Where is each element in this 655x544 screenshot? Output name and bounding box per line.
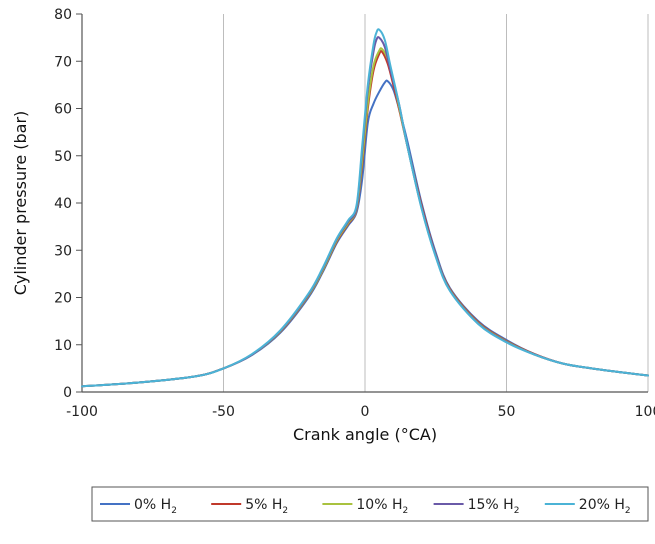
x-tick-label: 0 xyxy=(361,404,370,420)
tick-labels: -100 -50 0 50 100 0 10 20 30 40 50 60 70 80 xyxy=(54,7,655,420)
x-tick-label: 50 xyxy=(498,404,516,420)
legend-label-subscript: 2 xyxy=(171,506,177,516)
data-series xyxy=(81,28,649,388)
legend-label-text: 5% H xyxy=(245,497,282,513)
y-tick-label: 30 xyxy=(54,243,72,259)
legend-label-0: 0% H2 xyxy=(134,497,177,516)
y-tick-label: 80 xyxy=(54,7,72,23)
grid-lines xyxy=(223,14,649,392)
y-tick-label: 0 xyxy=(63,385,72,401)
y-tick-label: 50 xyxy=(54,149,72,165)
legend-label-subscript: 2 xyxy=(282,506,288,516)
x-tick-label: -50 xyxy=(212,404,235,420)
series-line-4 xyxy=(81,28,649,388)
legend-label-subscript: 2 xyxy=(514,506,520,516)
x-tick-label: 100 xyxy=(635,404,655,420)
y-tick-label: 70 xyxy=(54,54,72,70)
legend-label-subscript: 2 xyxy=(625,506,631,516)
legend-label-text: 10% H xyxy=(356,497,402,513)
legend-label-text: 0% H xyxy=(134,497,171,513)
x-tick-label: -100 xyxy=(66,404,98,420)
y-tick-label: 20 xyxy=(54,291,72,307)
legend-label-text: 15% H xyxy=(468,497,514,513)
legend-label-subscript: 2 xyxy=(403,506,409,516)
legend-label-2: 10% H2 xyxy=(356,497,408,516)
axes xyxy=(76,13,648,393)
legend: 0% H2 5% H2 10% H2 15% H2 20% H2 xyxy=(91,486,649,522)
legend-label-text: 20% H xyxy=(579,497,625,513)
y-tick-label: 10 xyxy=(54,338,72,354)
x-axis-title: Crank angle (°CA) xyxy=(293,425,437,444)
y-tick-label: 40 xyxy=(54,196,72,212)
legend-label-1: 5% H2 xyxy=(245,497,288,516)
y-axis-title: Cylinder pressure (bar) xyxy=(11,111,30,296)
y-tick-label: 60 xyxy=(54,102,72,118)
legend-label-4: 20% H2 xyxy=(579,497,631,516)
legend-label-3: 15% H2 xyxy=(468,497,520,516)
